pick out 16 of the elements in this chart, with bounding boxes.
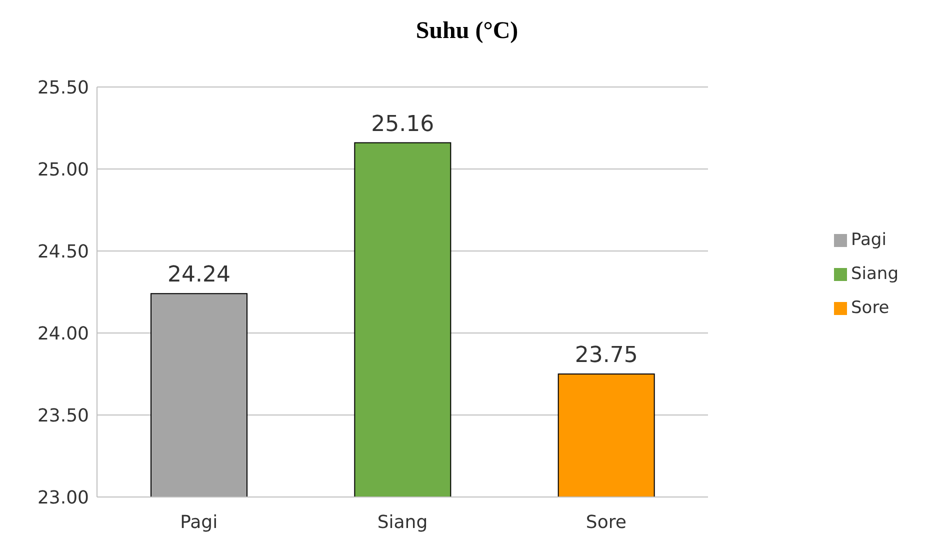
y-tick-label: 25.50 xyxy=(37,77,89,98)
x-tick-label: Sore xyxy=(586,512,626,533)
y-tick-label: 24.00 xyxy=(37,323,89,344)
legend-label: Pagi xyxy=(851,230,886,250)
chart-title: Suhu (°C) xyxy=(414,18,520,45)
x-tick-label: Siang xyxy=(377,512,428,533)
y-tick-label: 23.00 xyxy=(37,487,89,508)
data-label: 24.24 xyxy=(168,262,230,288)
x-tick-label: Pagi xyxy=(180,512,218,533)
legend-label: Siang xyxy=(851,264,898,284)
y-tick-label: 25.00 xyxy=(37,159,89,180)
legend-label: Sore xyxy=(851,298,890,318)
data-label: 23.75 xyxy=(574,343,638,368)
data-label: 25.16 xyxy=(371,112,434,137)
y-tick-label: 23.50 xyxy=(37,405,89,426)
y-tick-label: 24.50 xyxy=(37,241,89,262)
